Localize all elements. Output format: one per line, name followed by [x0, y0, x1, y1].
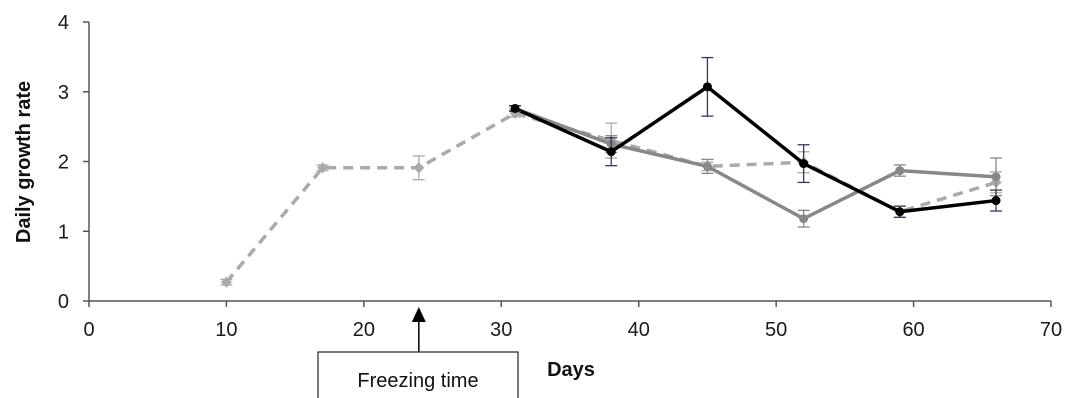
x-axis-title: Days	[547, 359, 595, 381]
data-point	[413, 162, 425, 174]
x-tick-label: 10	[215, 319, 237, 341]
data-point	[991, 172, 1001, 182]
data-point	[799, 159, 809, 169]
data-point	[510, 103, 520, 113]
data-point	[991, 196, 1001, 206]
axes: 0 10 20 30 40 50 60 70 0 1 2 3 4	[58, 12, 1062, 341]
x-tick-label: 40	[628, 319, 650, 341]
x-tick-label: 0	[83, 319, 94, 341]
y-tick-label: 3	[58, 82, 69, 104]
x-tick-label: 60	[902, 319, 924, 341]
freezing-time-annotation: Freezing time	[317, 307, 519, 398]
y-tick-label: 2	[58, 152, 69, 174]
freezing-time-box	[317, 351, 519, 398]
series-3-line	[514, 85, 997, 214]
data-point	[317, 162, 329, 174]
y-axis-title: Daily growth rate	[13, 81, 35, 243]
series-1	[220, 107, 1003, 288]
data-point	[220, 276, 232, 288]
freezing-time-arrowhead	[411, 307, 426, 322]
freezing-time-label: Freezing time	[357, 370, 478, 392]
y-tick-label: 0	[58, 291, 69, 313]
x-tick-label: 50	[765, 319, 787, 341]
y-tick-label: 4	[58, 12, 69, 34]
series-2-line	[514, 106, 997, 221]
data-point	[702, 82, 712, 92]
x-tick-label: 30	[490, 319, 512, 341]
data-point	[702, 161, 712, 171]
series-3	[509, 56, 1003, 218]
data-point	[895, 207, 905, 217]
data-point	[799, 214, 809, 224]
series-layer	[220, 56, 1003, 288]
x-tick-label: 20	[353, 319, 375, 341]
y-tick-label: 1	[58, 221, 69, 243]
data-point	[895, 166, 905, 176]
x-tick-label: 70	[1040, 319, 1062, 341]
data-point	[606, 147, 616, 157]
